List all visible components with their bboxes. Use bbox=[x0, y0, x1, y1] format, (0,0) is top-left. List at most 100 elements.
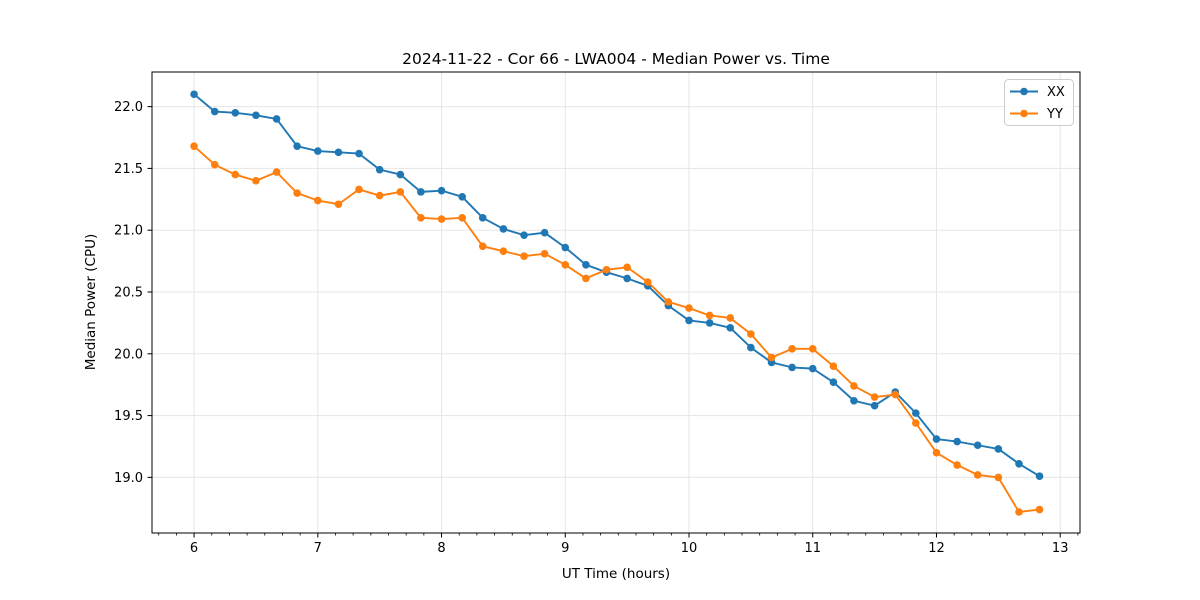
data-point-yy bbox=[540, 249, 549, 258]
data-point-xx bbox=[355, 149, 363, 158]
data-point-yy bbox=[375, 191, 384, 200]
data-point-xx bbox=[623, 274, 631, 283]
data-point-yy bbox=[231, 170, 240, 179]
data-point-xx bbox=[375, 165, 384, 174]
data-point-yy bbox=[210, 160, 219, 169]
data-point-xx bbox=[561, 243, 570, 252]
chart-title: 2024-11-22 - Cor 66 - LWA004 - Median Po… bbox=[402, 50, 830, 68]
data-point-xx bbox=[912, 409, 920, 417]
x-tick-label: 12 bbox=[928, 541, 945, 556]
data-point-xx bbox=[808, 364, 817, 373]
data-point-xx bbox=[272, 115, 281, 123]
data-point-yy bbox=[643, 278, 652, 286]
data-point-yy bbox=[685, 304, 693, 312]
data-point-yy bbox=[953, 461, 961, 469]
tick-labels: 6 7 8 9 10 11 12 13 19.0 19.5 20.0 20.5 21.0 21.5 22.0 bbox=[114, 100, 1068, 556]
data-point-yy bbox=[272, 168, 281, 176]
legend-item-xx: XX bbox=[1010, 85, 1065, 100]
data-point-xx bbox=[417, 188, 425, 196]
data-series bbox=[190, 90, 1044, 516]
data-point-xx bbox=[788, 363, 796, 372]
y-axis-label: Median Power (CPU) bbox=[83, 234, 99, 370]
data-point-xx bbox=[685, 316, 693, 325]
data-point-yy bbox=[850, 382, 858, 390]
data-point-xx bbox=[293, 142, 301, 150]
data-point-yy bbox=[520, 252, 528, 260]
data-point-yy bbox=[561, 261, 570, 269]
data-point-xx bbox=[932, 435, 941, 443]
x-axis-label: UT Time (hours) bbox=[562, 566, 670, 582]
data-point-yy bbox=[829, 362, 838, 370]
data-point-yy bbox=[1015, 508, 1023, 516]
axes-spines-and-ticks bbox=[147, 71, 1081, 538]
data-point-xx bbox=[540, 228, 549, 237]
data-point-yy bbox=[705, 311, 714, 320]
legend-label-xx: XX bbox=[1047, 85, 1065, 100]
data-point-xx bbox=[953, 437, 961, 446]
data-point-yy bbox=[623, 263, 631, 272]
data-point-xx bbox=[190, 90, 198, 99]
data-point-xx bbox=[726, 324, 735, 332]
data-point-yy bbox=[788, 345, 796, 353]
data-point-xx bbox=[231, 108, 240, 117]
data-point-xx bbox=[437, 186, 446, 195]
data-point-xx bbox=[499, 225, 508, 233]
data-point-yy bbox=[582, 274, 590, 283]
y-tick-label: 21.5 bbox=[114, 162, 143, 177]
y-tick-label: 19.5 bbox=[114, 409, 143, 424]
data-point-yy bbox=[932, 448, 941, 457]
data-point-xx bbox=[994, 445, 1003, 453]
data-point-xx bbox=[870, 401, 879, 410]
legend-label-yy: YY bbox=[1046, 107, 1063, 122]
legend-marker-xx bbox=[1020, 87, 1028, 96]
data-point-yy bbox=[747, 330, 755, 338]
data-point-yy bbox=[664, 298, 673, 306]
x-tick-label: 13 bbox=[1052, 541, 1069, 556]
y-tick-label: 22.0 bbox=[114, 100, 143, 115]
y-tick-label: 21.0 bbox=[114, 224, 143, 239]
data-point-yy bbox=[252, 176, 260, 185]
data-point-yy bbox=[891, 390, 900, 399]
data-point-xx bbox=[747, 343, 755, 352]
data-point-yy bbox=[396, 188, 405, 196]
plot-border bbox=[151, 71, 1081, 534]
data-point-yy bbox=[190, 142, 198, 150]
data-point-yy bbox=[458, 214, 466, 222]
data-point-xx bbox=[210, 107, 219, 116]
data-point-yy bbox=[912, 419, 920, 427]
data-point-yy bbox=[478, 242, 487, 251]
data-point-xx bbox=[973, 441, 982, 450]
data-point-yy bbox=[1035, 505, 1044, 514]
data-point-yy bbox=[602, 265, 611, 274]
legend-marker-yy bbox=[1020, 109, 1028, 118]
data-point-xx bbox=[1015, 459, 1023, 468]
grid-lines bbox=[152, 72, 1080, 533]
data-point-yy bbox=[973, 471, 982, 479]
data-point-xx bbox=[829, 378, 838, 387]
y-tick-label: 20.0 bbox=[114, 347, 143, 362]
data-point-yy bbox=[726, 314, 735, 322]
y-tick-label: 19.0 bbox=[114, 471, 143, 486]
data-point-yy bbox=[293, 189, 301, 197]
data-point-xx bbox=[396, 170, 405, 179]
x-tick-label: 11 bbox=[804, 541, 821, 556]
x-tick-label: 7 bbox=[314, 541, 322, 556]
data-point-xx bbox=[458, 193, 466, 201]
data-point-xx bbox=[478, 214, 487, 222]
data-point-yy bbox=[355, 185, 363, 194]
data-point-xx bbox=[705, 319, 714, 327]
x-tick-label: 10 bbox=[681, 541, 698, 556]
data-point-yy bbox=[437, 215, 446, 223]
data-point-yy bbox=[870, 393, 879, 401]
legend: XX YY bbox=[1004, 79, 1074, 126]
data-point-yy bbox=[417, 214, 425, 222]
data-point-xx bbox=[1035, 472, 1044, 480]
data-point-yy bbox=[994, 473, 1003, 482]
x-tick-label: 9 bbox=[561, 541, 569, 556]
data-point-yy bbox=[808, 345, 817, 353]
x-tick-label: 6 bbox=[190, 541, 198, 556]
y-tick-label: 20.5 bbox=[114, 285, 143, 300]
data-point-yy bbox=[334, 200, 343, 209]
x-tick-label: 8 bbox=[437, 541, 445, 556]
